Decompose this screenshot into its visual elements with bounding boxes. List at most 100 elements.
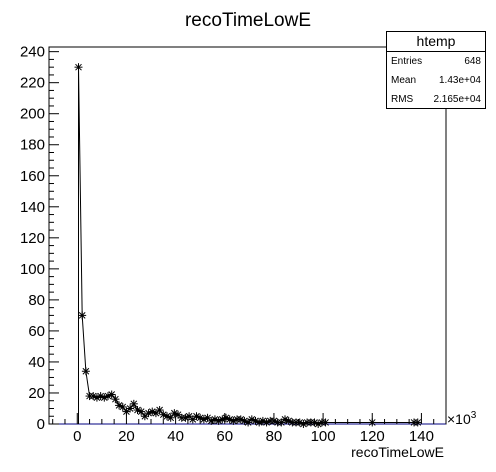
marker-d2 xyxy=(130,400,138,408)
y-tick-label: 160 xyxy=(20,168,45,185)
marker-d2 xyxy=(137,408,145,415)
y-axis: 0 20 40 60 80 100 120 140 160 180 200 220 240 xyxy=(20,44,59,433)
y-tick-label: 40 xyxy=(28,354,45,371)
data-point xyxy=(74,63,83,72)
stats-row-entries: Entries 648 xyxy=(387,52,485,71)
data-point xyxy=(78,311,87,320)
chart-title: recoTimeLowE xyxy=(185,10,311,31)
x-tick-label: 20 xyxy=(118,428,135,445)
x-axis: 0 20 40 60 80 100 120 140 xyxy=(52,413,447,445)
data-point xyxy=(413,418,422,427)
marker-d2 xyxy=(281,415,289,423)
marker-d2 xyxy=(112,395,119,403)
y-tick-label: 80 xyxy=(28,292,45,309)
y-tick-label: 220 xyxy=(20,75,45,92)
data-point xyxy=(111,395,120,404)
y-tick-label: 140 xyxy=(20,199,45,216)
x-tick-label: 100 xyxy=(311,428,336,445)
marker-d2 xyxy=(156,406,163,414)
stats-row-mean: Mean 1.43e+04 xyxy=(387,71,485,90)
marker-d2 xyxy=(311,419,318,426)
data-point xyxy=(255,418,264,427)
y-tick-label: 120 xyxy=(20,230,45,247)
marker-d2 xyxy=(252,417,259,425)
data-point xyxy=(137,407,146,416)
rms-label: RMS xyxy=(391,94,414,105)
marker-d2 xyxy=(82,367,90,375)
x-tick-label: 0 xyxy=(73,428,81,445)
marker-d2 xyxy=(119,403,127,411)
y-tick-label: 60 xyxy=(28,323,45,340)
marker-d2 xyxy=(134,406,141,414)
data-point xyxy=(368,418,377,427)
stats-row-rms: RMS 2.165e+04 xyxy=(387,90,485,109)
data-point xyxy=(81,367,90,376)
data-series xyxy=(74,63,422,428)
entries-label: Entries xyxy=(391,56,423,67)
x-axis-exponent: ×103 xyxy=(447,410,477,427)
data-point xyxy=(115,401,124,410)
marker-d2 xyxy=(148,408,156,415)
stats-title: htemp xyxy=(387,32,485,52)
data-point xyxy=(166,413,175,422)
marker-d2 xyxy=(193,412,200,420)
x-tick-label: 60 xyxy=(216,428,233,445)
marker-d2 xyxy=(174,411,182,419)
x-tick-label: 140 xyxy=(409,428,434,445)
marker-d2 xyxy=(211,415,219,423)
x-tick-label: 80 xyxy=(266,428,283,445)
y-tick-label: 0 xyxy=(37,416,45,433)
y-tick-label: 240 xyxy=(20,44,45,61)
marker-d2 xyxy=(222,414,230,422)
marker-d2 xyxy=(259,417,267,425)
marker-d2 xyxy=(126,405,134,412)
marker-d2 xyxy=(159,411,167,419)
marker-d2 xyxy=(237,415,245,423)
marker-d2 xyxy=(167,414,175,422)
x-tick-label: 40 xyxy=(167,428,184,445)
x-tick-label: 120 xyxy=(360,428,385,445)
marker-d2 xyxy=(108,391,116,398)
marker-d2 xyxy=(75,63,82,71)
marker-d2 xyxy=(368,419,376,426)
data-point xyxy=(295,418,304,427)
marker-d2 xyxy=(185,412,193,420)
y-tick-label: 200 xyxy=(20,106,45,123)
marker-d2 xyxy=(270,417,278,425)
marker-d2 xyxy=(115,402,123,409)
data-point xyxy=(107,390,116,399)
data-point xyxy=(129,399,138,408)
series-line xyxy=(77,67,419,425)
plot-frame xyxy=(48,46,447,425)
marker-d2 xyxy=(414,419,422,426)
rms-value: 2.165e+04 xyxy=(433,94,481,105)
mean-value: 1.43e+04 xyxy=(439,75,481,86)
marker-d2 xyxy=(163,412,171,420)
marker-d2 xyxy=(322,419,329,426)
marker-d2 xyxy=(296,419,304,426)
mean-label: Mean xyxy=(391,75,417,86)
marker-d2 xyxy=(171,409,178,417)
marker-d2 xyxy=(196,414,204,422)
data-point xyxy=(155,406,164,415)
marker-d2 xyxy=(241,417,248,425)
marker-d2 xyxy=(226,415,234,423)
y-tick-label: 20 xyxy=(28,385,45,402)
marker-d2 xyxy=(78,312,86,319)
data-point xyxy=(118,402,127,411)
x-axis-label: recoTimeLowE xyxy=(351,444,444,460)
entries-value: 648 xyxy=(464,56,481,67)
x-exponent-power: 3 xyxy=(471,410,477,421)
stats-box: htemp Entries 648 Mean 1.43e+04 RMS 2.16… xyxy=(386,31,486,109)
marker-d2 xyxy=(204,414,211,422)
marker-d2 xyxy=(248,415,256,423)
x-exponent-base: ×10 xyxy=(447,411,471,427)
marker-d2 xyxy=(285,417,293,425)
data-point xyxy=(321,418,330,427)
y-tick-label: 180 xyxy=(20,137,45,154)
marker-d2 xyxy=(97,392,104,400)
marker-d2 xyxy=(89,392,97,400)
y-tick-label: 100 xyxy=(20,261,45,278)
data-point xyxy=(126,404,135,413)
